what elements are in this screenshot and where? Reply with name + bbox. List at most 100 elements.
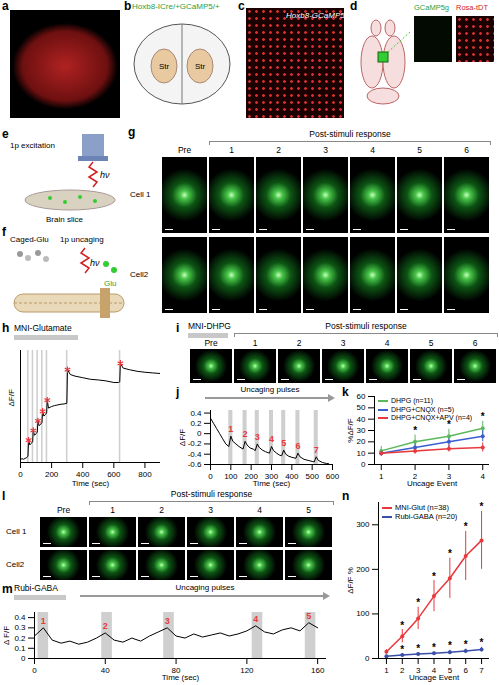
svg-text:*: * [464, 639, 468, 650]
svg-text:2: 2 [243, 429, 248, 439]
svg-text:10: 10 [357, 449, 366, 458]
svg-text:1p uncaging: 1p uncaging [60, 235, 104, 244]
svg-text:1p excitation: 1p excitation [10, 141, 55, 150]
svg-text:600: 600 [107, 470, 121, 480]
svg-text:200: 200 [356, 565, 370, 574]
svg-text:1: 1 [379, 472, 384, 481]
svg-text:1: 1 [41, 616, 46, 626]
svg-text:Str: Str [195, 62, 206, 71]
svg-text:*: * [480, 501, 484, 512]
html-text:Post-stimuli response: Post-stimuli response [309, 129, 391, 139]
svg-text:ΔF/F: ΔF/F [7, 389, 16, 406]
svg-text:2: 2 [400, 666, 405, 675]
svg-text:400: 400 [76, 470, 90, 480]
svg-text:100: 100 [356, 609, 370, 618]
html-text:bHoxb8-ICre/+GCaMP5/+: bHoxb8-ICre/+GCaMP5/+ [124, 0, 220, 13]
svg-text:0: 0 [365, 654, 370, 663]
html-text:Pre: Pre [177, 145, 192, 155]
svg-text:Uncage Event: Uncage Event [409, 673, 460, 682]
html-text:Post-stimuli response: Post-stimuli response [325, 321, 407, 331]
svg-text:0.3: 0.3 [14, 623, 26, 632]
svg-text:1: 1 [384, 666, 389, 675]
svg-text:0: 0 [32, 666, 37, 675]
svg-text:*: * [448, 548, 452, 559]
svg-text:hν: hν [100, 170, 110, 180]
svg-text:600: 600 [326, 472, 340, 481]
svg-text:0: 0 [18, 470, 23, 479]
html-text:MNI-DHPG: MNI-DHPG [188, 321, 231, 331]
svg-text:0: 0 [208, 472, 213, 481]
svg-text:0.2: 0.2 [190, 419, 202, 428]
svg-text:*: * [432, 571, 436, 582]
svg-text:0.1: 0.1 [14, 644, 26, 653]
svg-text:500: 500 [305, 472, 319, 481]
svg-text:*: * [416, 597, 420, 608]
svg-text:ΔF/F %: ΔF/F % [346, 567, 355, 594]
svg-text:Caged-Glu: Caged-Glu [10, 235, 49, 244]
svg-text:7: 7 [314, 445, 319, 455]
svg-text:7: 7 [479, 666, 484, 675]
svg-text:30: 30 [357, 426, 366, 435]
html-text:Pre: Pre [204, 338, 218, 348]
svg-text:40: 40 [101, 666, 110, 675]
svg-text:*: * [481, 411, 485, 422]
svg-text:0: 0 [361, 460, 366, 469]
svg-text:800: 800 [138, 470, 152, 479]
svg-text:Glu: Glu [104, 279, 116, 288]
svg-text:*: * [416, 643, 420, 654]
svg-text:1: 1 [228, 424, 233, 434]
svg-text:0.4: 0.4 [14, 613, 26, 622]
svg-text:4: 4 [481, 472, 486, 481]
html-text:mRubi-GABA: mRubi-GABA [2, 582, 58, 596]
svg-text:60: 60 [357, 392, 366, 401]
svg-text:3: 3 [255, 432, 260, 442]
svg-text:40: 40 [357, 415, 366, 424]
svg-text:*: * [464, 521, 468, 532]
svg-text:*: * [400, 644, 404, 655]
svg-text:Brain slice: Brain slice [46, 215, 83, 224]
svg-text:20: 20 [357, 437, 366, 446]
svg-text:160: 160 [311, 666, 325, 675]
svg-text:0.4: 0.4 [190, 409, 202, 418]
svg-text:*: * [480, 637, 484, 648]
svg-text:*: * [413, 425, 417, 436]
svg-text:Time (sec): Time (sec) [162, 673, 200, 682]
svg-text:50: 50 [357, 403, 366, 412]
svg-text:Time (sec): Time (sec) [72, 479, 110, 488]
svg-text:Δ F/F: Δ F/F [2, 626, 11, 645]
html-text:Post-stimuli response: Post-stimuli response [170, 489, 253, 499]
svg-text:*: * [447, 419, 451, 430]
svg-text:%ΔF/F: %ΔF/F [346, 418, 355, 443]
svg-text:6: 6 [295, 441, 300, 451]
svg-text:4: 4 [253, 614, 258, 624]
html-text:h MNI-Glutamate: h MNI-Glutamate [2, 321, 72, 335]
svg-text:200: 200 [244, 472, 258, 482]
svg-text:6: 6 [463, 666, 468, 675]
svg-text:0: 0 [21, 654, 26, 663]
svg-text:120: 120 [240, 666, 254, 675]
svg-text:*: * [400, 620, 404, 631]
svg-text:-0.2: -0.2 [188, 439, 202, 448]
svg-text:0: 0 [197, 429, 202, 438]
svg-text:Uncage Event: Uncage Event [407, 479, 458, 488]
svg-text:4: 4 [269, 434, 274, 444]
svg-text:300: 300 [356, 520, 370, 529]
svg-text:3: 3 [165, 616, 170, 626]
svg-text:400: 400 [285, 472, 299, 482]
svg-text:-0.6: -0.6 [188, 460, 202, 469]
html-text:Pre: Pre [56, 505, 71, 515]
svg-text:Str: Str [159, 62, 170, 71]
svg-text:-0.4: -0.4 [188, 450, 202, 459]
svg-text:2: 2 [103, 621, 108, 631]
svg-text:ΔF/F: ΔF/F [178, 429, 187, 446]
svg-text:5: 5 [306, 611, 311, 621]
svg-text:0.2: 0.2 [14, 634, 26, 643]
svg-text:Time (sec): Time (sec) [253, 479, 291, 488]
svg-text:*: * [432, 642, 436, 653]
svg-text:5: 5 [281, 438, 286, 448]
svg-text:300: 300 [264, 472, 279, 482]
svg-text:*: * [448, 640, 452, 651]
svg-text:100: 100 [224, 472, 238, 481]
svg-text:hν: hν [90, 258, 100, 268]
svg-text:200: 200 [45, 470, 59, 479]
